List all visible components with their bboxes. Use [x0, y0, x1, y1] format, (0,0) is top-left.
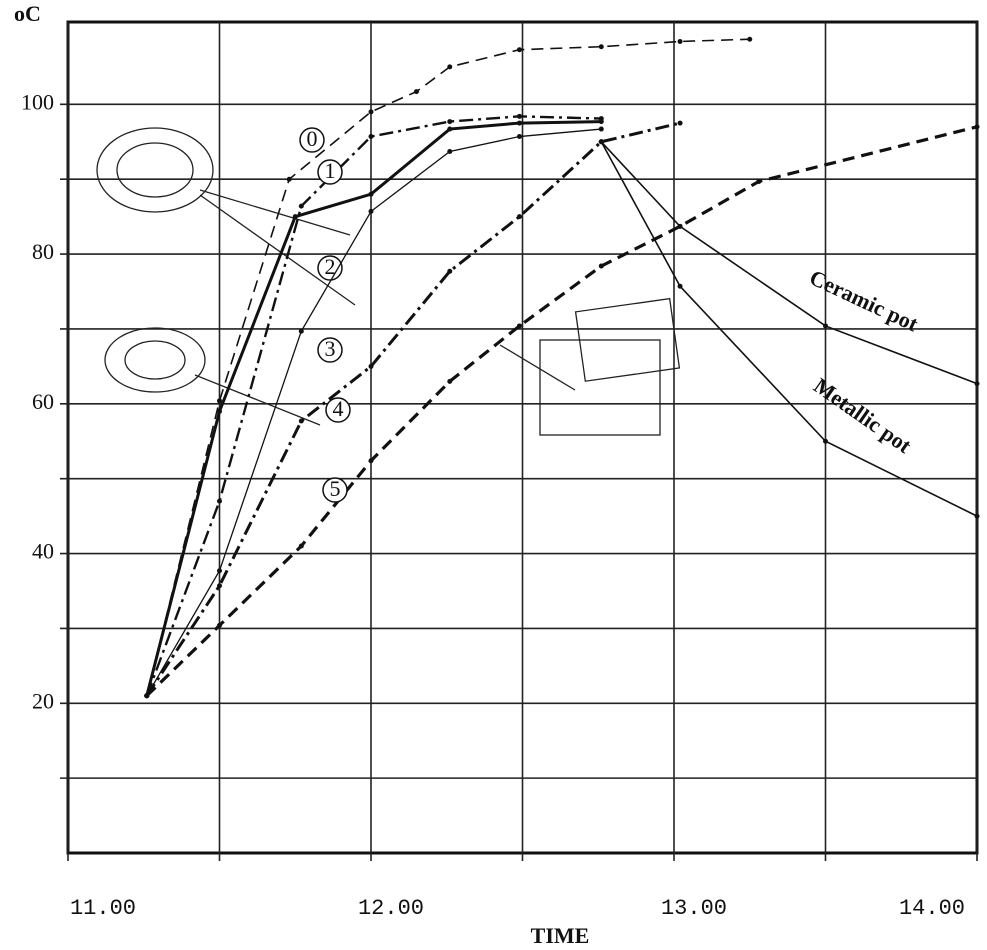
- data-point: [517, 47, 522, 52]
- data-point: [299, 204, 304, 209]
- series-line: [147, 123, 680, 696]
- data-point: [599, 44, 604, 49]
- data-point: [299, 329, 304, 334]
- data-point: [599, 264, 604, 269]
- data-point: [293, 214, 298, 219]
- solar-cooker-illustrations: [97, 128, 679, 435]
- y-tick-label: 80: [32, 239, 54, 264]
- data-point: [414, 89, 419, 94]
- data-point: [447, 149, 452, 154]
- data-point: [517, 121, 522, 126]
- series-label: 1: [325, 158, 336, 183]
- data-point: [517, 134, 522, 139]
- data-point: [447, 127, 452, 132]
- data-point: [299, 544, 304, 549]
- y-tick-label: 40: [32, 539, 54, 564]
- data-point: [287, 177, 292, 182]
- series-label: 5: [330, 476, 341, 501]
- data-point: [747, 37, 752, 42]
- data-point: [823, 439, 828, 444]
- data-point: [447, 119, 452, 124]
- data-point: [369, 209, 374, 214]
- series-line: [601, 142, 977, 384]
- x-tick-label: 13.00: [661, 896, 727, 921]
- data-point: [517, 114, 522, 119]
- data-point: [599, 139, 604, 144]
- y-tick-label: 100: [21, 89, 54, 114]
- data-point: [678, 39, 683, 44]
- data-point: [975, 124, 980, 129]
- data-point: [823, 323, 828, 328]
- data-point: [678, 224, 683, 229]
- data-point: [756, 179, 761, 184]
- data-point: [217, 499, 222, 504]
- data-point: [217, 623, 222, 628]
- data-point: [447, 269, 452, 274]
- chart: oC TIME 20 40 60 80 100 11.00 12.00 13.00 14.00 0…: [0, 0, 987, 950]
- data-point: [369, 109, 374, 114]
- x-tick-label: 11.00: [70, 896, 136, 921]
- data-point: [447, 379, 452, 384]
- y-tick-label: 60: [32, 389, 54, 414]
- series-line: [147, 122, 602, 696]
- series-line: [147, 116, 602, 695]
- x-tick-label: 14.00: [899, 896, 965, 921]
- data-point: [217, 583, 222, 588]
- series-label: 3: [325, 336, 336, 361]
- data-point: [975, 381, 980, 386]
- series-label: 0: [307, 126, 318, 151]
- data-point: [517, 214, 522, 219]
- data-point: [217, 409, 222, 414]
- data-point: [678, 121, 683, 126]
- data-point: [599, 119, 604, 124]
- data-point: [144, 693, 149, 698]
- data-point: [369, 134, 374, 139]
- data-point: [369, 364, 374, 369]
- data-point: [369, 458, 374, 463]
- y-tick-label: 20: [32, 688, 54, 713]
- data-point: [217, 398, 222, 403]
- data-point: [217, 568, 222, 573]
- data-point: [369, 192, 374, 197]
- data-point: [447, 64, 452, 69]
- series-label: 4: [333, 396, 344, 421]
- series-line: [147, 129, 602, 696]
- x-tick-label: 12.00: [358, 896, 424, 921]
- x-axis-title: TIME: [531, 923, 590, 948]
- data-point: [517, 323, 522, 328]
- y-axis-title: oC: [14, 1, 41, 26]
- data-point: [975, 514, 980, 519]
- data-point: [599, 127, 604, 132]
- data-point: [299, 419, 304, 424]
- data-point: [678, 284, 683, 289]
